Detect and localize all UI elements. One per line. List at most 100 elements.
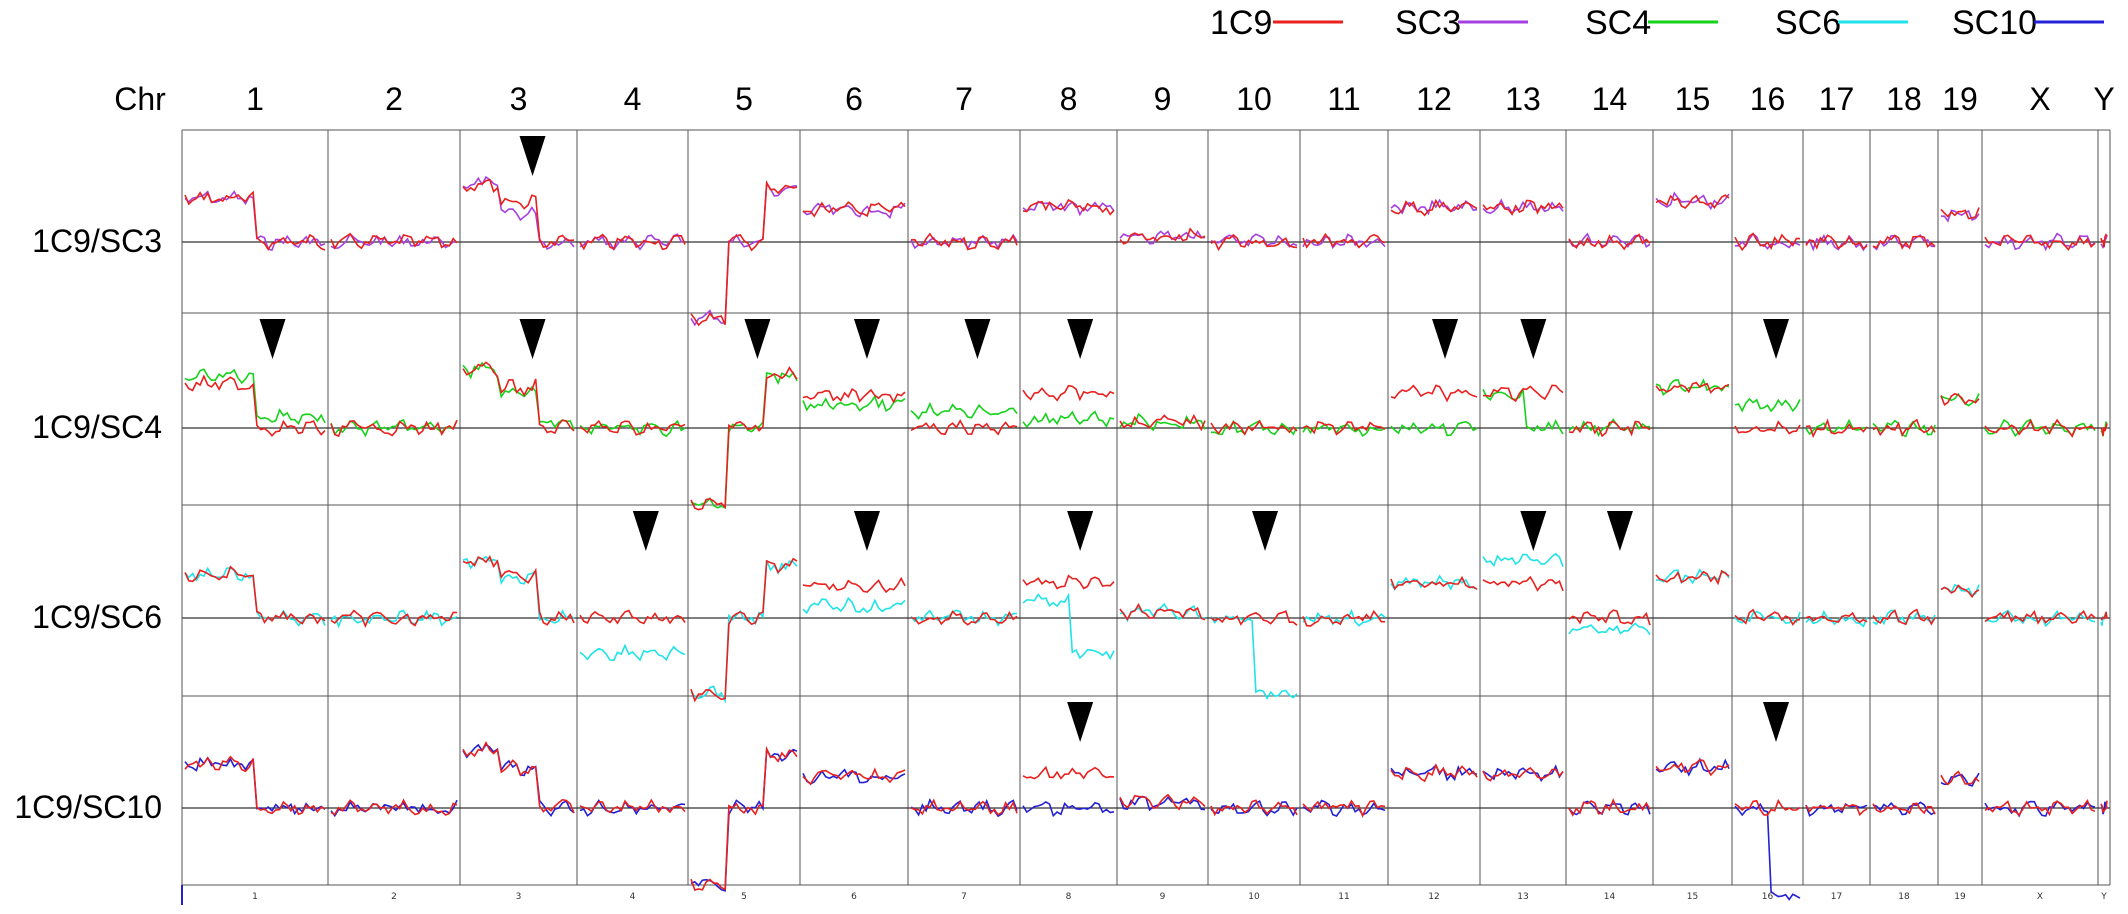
bottom-tick-17: 17 bbox=[1831, 892, 1842, 902]
trace-1c9-chr16 bbox=[1734, 798, 1801, 816]
trace-1c9-chr17 bbox=[1805, 234, 1868, 250]
trace-1c9-chr16 bbox=[1734, 232, 1801, 252]
trace-sc4-chr3 bbox=[462, 361, 575, 431]
trace-1c9-chr2 bbox=[330, 419, 458, 438]
panel-1c9-sc3 bbox=[184, 175, 2108, 327]
event-arrow-chr5 bbox=[744, 319, 771, 359]
trace-1c9-chr8 bbox=[1022, 384, 1115, 402]
trace-1c9-chr13 bbox=[1482, 384, 1564, 403]
chromosome-header-14: 14 bbox=[1592, 81, 1628, 117]
trace-1c9-chr1 bbox=[184, 755, 326, 816]
trace-sc10-chr18 bbox=[1872, 801, 1936, 816]
trace-1c9-chr15 bbox=[1655, 194, 1730, 209]
trace-1c9-chr1 bbox=[184, 374, 326, 437]
trace-sc6-chr8 bbox=[1022, 592, 1115, 661]
bottom-tick-14: 14 bbox=[1604, 892, 1616, 902]
trace-sc10-chr10 bbox=[1210, 799, 1298, 817]
trace-1c9-chr10 bbox=[1210, 233, 1298, 252]
trace-1c9-chr8 bbox=[1022, 198, 1115, 216]
trace-1c9-chr18 bbox=[1872, 802, 1936, 815]
trace-sc4-chr7 bbox=[910, 401, 1018, 420]
trace-sc6-chr13 bbox=[1482, 552, 1564, 568]
chromosome-header-4: 4 bbox=[624, 81, 642, 117]
panel-label-1c9-sc10: 1C9/SC10 bbox=[14, 789, 162, 825]
trace-sc6-chr5 bbox=[690, 559, 798, 704]
trace-1c9-chr2 bbox=[330, 609, 458, 628]
trace-sc3-chr7 bbox=[910, 233, 1018, 251]
event-arrow-chr6 bbox=[853, 511, 880, 551]
bottom-tick-4: 4 bbox=[630, 892, 636, 902]
trace-sc4-chr12 bbox=[1390, 420, 1478, 437]
trace-1c9-chr9 bbox=[1119, 793, 1206, 811]
bottom-tick-6: 6 bbox=[851, 892, 857, 902]
trace-sc6-chr18 bbox=[1872, 609, 1936, 626]
panel-label-1c9-sc6: 1C9/SC6 bbox=[32, 599, 162, 635]
chromosome-header-row: Chr 1 2 3 4 5 6 7 8 9 10 11 12 13 14 15 16 17 18 19 X Y bbox=[114, 81, 2114, 117]
trace-1c9-chr5 bbox=[690, 179, 798, 327]
chromosome-header-y: Y bbox=[2093, 81, 2114, 117]
event-arrow-chr13 bbox=[1520, 511, 1547, 551]
trace-1c9-chr17 bbox=[1805, 418, 1868, 439]
trace-1c9-chr12 bbox=[1390, 198, 1478, 217]
trace-1c9-chr5 bbox=[690, 557, 798, 703]
trace-sc4-chr16 bbox=[1734, 397, 1801, 413]
trace-sc4-chr10 bbox=[1211, 419, 1298, 436]
chromosome-header-5: 5 bbox=[735, 81, 753, 117]
event-arrow-chr8 bbox=[1067, 511, 1094, 551]
trace-sc6-chr3 bbox=[462, 555, 575, 624]
bottom-tick-7: 7 bbox=[961, 892, 967, 902]
trace-sc3-chr8 bbox=[1022, 200, 1115, 217]
bottom-tick-8: 8 bbox=[1066, 892, 1072, 902]
trace-1c9-chr11 bbox=[1302, 799, 1386, 819]
panel-label-1c9-sc4: 1C9/SC4 bbox=[32, 409, 162, 445]
trace-sc6-chr6 bbox=[802, 596, 906, 615]
bottom-tick-x: X bbox=[2037, 892, 2043, 902]
panel-1c9-sc10 bbox=[184, 741, 2108, 901]
legend-label-sc3: SC3 bbox=[1395, 4, 1461, 42]
trace-1c9-chr6 bbox=[802, 767, 906, 786]
trace-sc6-chr16 bbox=[1734, 610, 1801, 624]
grid-lines bbox=[181, 129, 2111, 886]
trace-1c9-chr9 bbox=[1119, 413, 1206, 432]
bottom-tick-12: 12 bbox=[1428, 892, 1439, 902]
trace-sc4-chr11 bbox=[1302, 423, 1386, 438]
trace-sc3-chr13 bbox=[1482, 198, 1564, 215]
trace-1c9-chr3 bbox=[462, 555, 575, 626]
trace-1c9-chr17 bbox=[1805, 611, 1868, 624]
trace-1c9-chr9 bbox=[1119, 227, 1206, 245]
trace-sc6-chr2 bbox=[330, 609, 458, 629]
trace-1c9-chr4 bbox=[579, 419, 686, 436]
trace-sc10-chr16 bbox=[1734, 802, 1801, 901]
trace-1c9-chr8 bbox=[1022, 574, 1115, 590]
chromosome-header-16: 16 bbox=[1750, 81, 1786, 117]
event-arrow-chr4 bbox=[632, 511, 659, 551]
panel-1c9-sc4 bbox=[184, 361, 2108, 511]
trace-1c9-chrx bbox=[1984, 234, 2096, 251]
chromosome-header-1: 1 bbox=[246, 81, 264, 117]
trace-1c9-chr19 bbox=[1940, 770, 1980, 786]
panel-labels: 1C9/SC3 1C9/SC4 1C9/SC6 1C9/SC10 bbox=[14, 223, 162, 825]
trace-1c9-chr11 bbox=[1302, 420, 1386, 436]
bottom-tick-1: 1 bbox=[252, 892, 258, 902]
trace-1c9-chr10 bbox=[1210, 610, 1298, 626]
chromosome-header-6: 6 bbox=[845, 81, 863, 117]
chromosome-header-8: 8 bbox=[1060, 81, 1078, 117]
legend-label-sc10: SC10 bbox=[1952, 4, 2037, 42]
trace-1c9-chr19 bbox=[1940, 584, 1980, 599]
trace-sc6-chr15 bbox=[1655, 568, 1730, 585]
trace-1c9-chr11 bbox=[1302, 232, 1386, 249]
trace-sc6-chr14 bbox=[1568, 622, 1651, 636]
trace-1c9-chr12 bbox=[1390, 575, 1478, 591]
event-arrow-chr8 bbox=[1067, 702, 1094, 742]
chromosome-header-15: 15 bbox=[1675, 81, 1711, 117]
trace-1c9-chr14 bbox=[1568, 420, 1651, 438]
trace-1c9-chr2 bbox=[330, 798, 458, 816]
trace-sc6-chr4 bbox=[579, 643, 686, 662]
chromosome-header-x: X bbox=[2029, 81, 2050, 117]
event-arrow-chr13 bbox=[1520, 319, 1547, 359]
trace-1c9-chr5 bbox=[690, 366, 798, 511]
trace-1c9-chr10 bbox=[1210, 799, 1298, 817]
trace-1c9-chr15 bbox=[1655, 569, 1730, 586]
panel-1c9-sc6 bbox=[184, 552, 2108, 704]
